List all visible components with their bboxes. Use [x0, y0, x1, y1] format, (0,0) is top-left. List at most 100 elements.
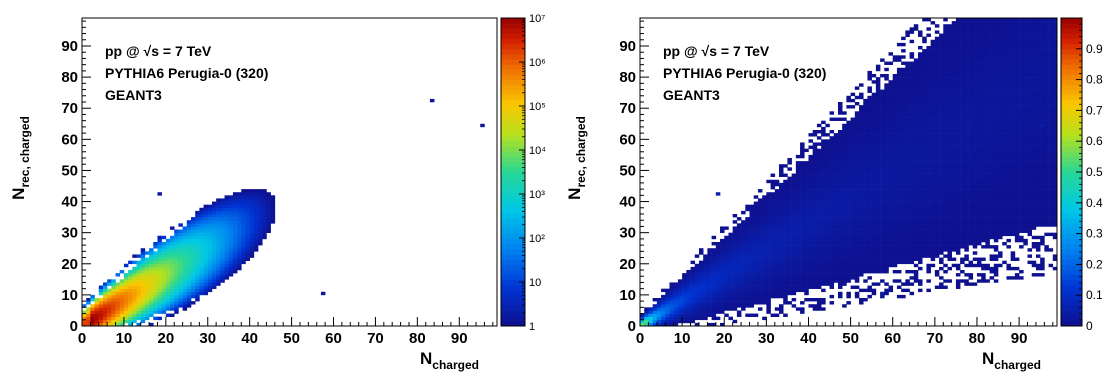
colorbar-segment [501, 320, 525, 327]
heatmap-cell [871, 176, 877, 181]
heatmap-cell [186, 251, 192, 255]
heatmap-cell [892, 80, 898, 84]
heatmap-cell [816, 263, 822, 268]
heatmap-cell [896, 214, 902, 218]
heatmap-cell [736, 245, 742, 249]
heatmap-cell [766, 266, 771, 271]
heatmap-cell [812, 214, 818, 218]
heatmap-cell [753, 291, 759, 296]
heatmap-cell [757, 189, 763, 193]
heatmap-cell [909, 195, 915, 199]
heatmap-cell [913, 279, 919, 283]
heatmap-cell [901, 251, 906, 255]
heatmap-cell [165, 285, 171, 289]
heatmap-cell [749, 207, 755, 212]
heatmap-cell [964, 33, 969, 37]
heatmap-cell [905, 114, 910, 118]
heatmap-cell [867, 263, 872, 268]
heatmap-cell [960, 164, 965, 168]
heatmap-cell [896, 136, 902, 140]
heatmap-cell [783, 263, 788, 268]
heatmap-cell [178, 232, 183, 237]
heatmap-cell [955, 108, 961, 112]
heatmap-cell [842, 176, 847, 181]
heatmap-cell [922, 18, 927, 22]
heatmap-cell [896, 133, 902, 137]
heatmap-cell [808, 207, 813, 212]
heatmap-cell [968, 123, 974, 128]
heatmap-cell [258, 207, 263, 212]
heatmap-cell [825, 210, 830, 215]
heatmap-cell [829, 229, 835, 233]
heatmap-cell [892, 226, 898, 230]
heatmap-cell [875, 142, 881, 146]
heatmap-cell [955, 126, 961, 131]
heatmap-cell [808, 173, 813, 177]
heatmap-cell [892, 164, 898, 168]
heatmap-cell [766, 226, 771, 230]
heatmap-cell [648, 319, 653, 324]
heatmap-cell [960, 42, 965, 47]
heatmap-cell [673, 322, 679, 327]
heatmap-cell [943, 102, 948, 106]
heatmap-cell [779, 263, 784, 268]
heatmap-cell [237, 263, 242, 268]
heatmap-cell [850, 176, 856, 181]
heatmap-cell [943, 235, 948, 240]
heatmap-cell [195, 235, 200, 240]
heatmap-cell [905, 74, 910, 78]
heatmap-cell [724, 279, 729, 283]
heatmap-cell [926, 210, 931, 215]
heatmap-cell [888, 52, 894, 56]
heatmap-cell [939, 126, 944, 131]
heatmap-cell [157, 245, 162, 249]
heatmap-cell [972, 257, 978, 261]
heatmap-cell [228, 198, 234, 202]
heatmap-cell [913, 151, 919, 156]
heatmap-cell [947, 24, 952, 28]
heatmap-cell [968, 18, 974, 22]
heatmap-cell [960, 24, 965, 28]
heatmap-cell [82, 310, 87, 314]
heatmap-cell [258, 242, 263, 246]
heatmap-cell [783, 266, 788, 271]
heatmap-cell [888, 167, 894, 171]
heatmap-cell [976, 207, 982, 212]
heatmap-cell [741, 254, 746, 258]
heatmap-cell [783, 242, 788, 246]
heatmap-cell [791, 220, 797, 224]
heatmap-cell [829, 176, 835, 181]
heatmap-cell [795, 248, 801, 252]
heatmap-cell [892, 136, 898, 140]
heatmap-cell [812, 279, 818, 283]
heatmap-cell [976, 263, 982, 268]
heatmap-cell [964, 179, 969, 184]
heatmap-cell [859, 95, 864, 100]
heatmap-cell [972, 30, 978, 34]
heatmap-cell [715, 260, 721, 265]
heatmap-cell [816, 161, 822, 165]
heatmap-cell [119, 301, 125, 305]
heatmap-cell [867, 86, 872, 90]
heatmap-cell [875, 64, 881, 69]
heatmap-cell [808, 298, 813, 302]
heatmap-cell [854, 238, 860, 243]
heatmap-cell [707, 279, 712, 283]
heatmap-cell [111, 301, 116, 305]
heatmap-cell [833, 235, 839, 240]
heatmap-cell [867, 270, 872, 274]
heatmap-cell [190, 229, 196, 233]
heatmap-cell [901, 176, 906, 181]
heatmap-cell [892, 92, 898, 97]
heatmap-cell [918, 186, 923, 190]
heatmap-cell [804, 282, 809, 286]
heatmap-cell [913, 270, 919, 274]
heatmap-cell [913, 235, 919, 240]
heatmap-cell [762, 294, 767, 299]
heatmap-cell [943, 111, 948, 115]
heatmap-cell [199, 279, 204, 283]
heatmap-cell [115, 310, 121, 314]
heatmap-cell [842, 266, 847, 271]
heatmap-cell [812, 179, 818, 184]
heatmap-cell [947, 220, 952, 224]
